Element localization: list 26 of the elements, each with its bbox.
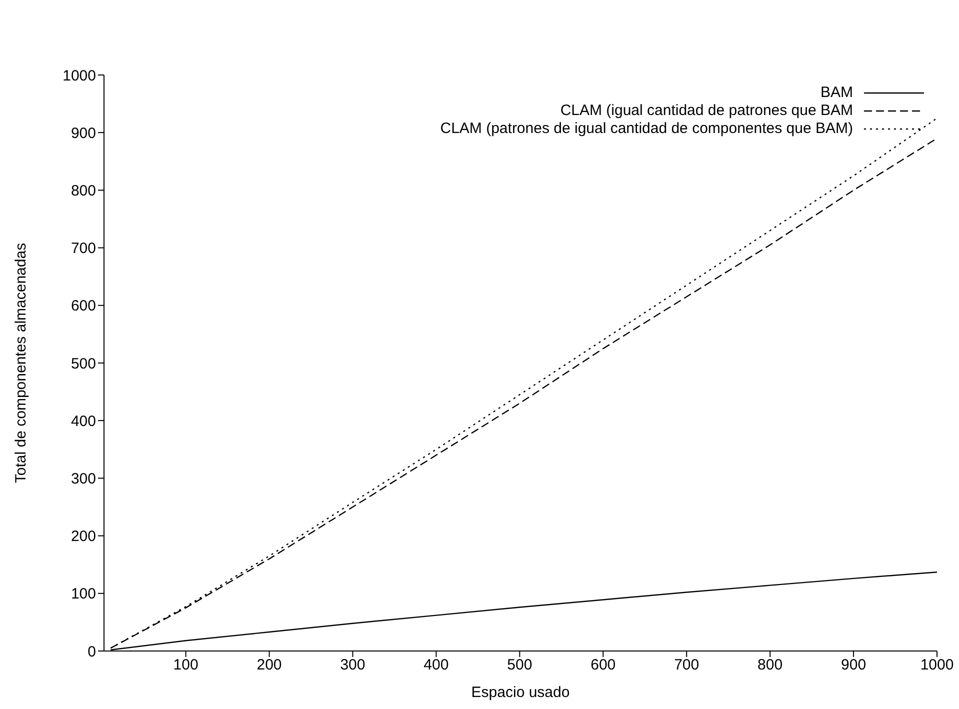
- x-axis-title: Espacio usado: [471, 684, 570, 701]
- x-tick-label: 200: [256, 656, 282, 674]
- x-tick-label: 500: [507, 656, 532, 674]
- x-tick-label: 600: [590, 656, 616, 674]
- y-tick-label: 700: [70, 240, 96, 258]
- y-tick-label: 0: [88, 643, 96, 660]
- y-tick-label: 500: [70, 355, 96, 372]
- y-tick-label: 400: [70, 412, 96, 430]
- x-tick-label: 400: [424, 656, 449, 674]
- x-tick-label: 1000: [920, 656, 954, 674]
- y-tick-label: 100: [70, 586, 96, 603]
- y-tick-label: 1000: [62, 67, 96, 84]
- y-tick-label: 800: [70, 182, 96, 200]
- y-tick-label: 200: [70, 528, 96, 546]
- legend-label: CLAM (patrones de igual cantidad de componentes que BAM): [440, 120, 853, 138]
- y-tick-label: 300: [70, 470, 96, 488]
- legend-label: BAM: [820, 84, 853, 102]
- x-tick-label: 700: [674, 656, 700, 674]
- y-tick-label: 600: [70, 298, 96, 315]
- x-tick-label: 900: [841, 656, 866, 674]
- x-tick-label: 800: [758, 656, 783, 674]
- x-tick-label: 300: [340, 656, 366, 674]
- y-tick-label: 900: [70, 124, 96, 142]
- y-axis-title: Total de componentes almacenadas: [12, 242, 30, 484]
- x-tick-label: 100: [173, 656, 198, 674]
- legend-label: CLAM (igual cantidad de patrones que BAM: [560, 102, 853, 120]
